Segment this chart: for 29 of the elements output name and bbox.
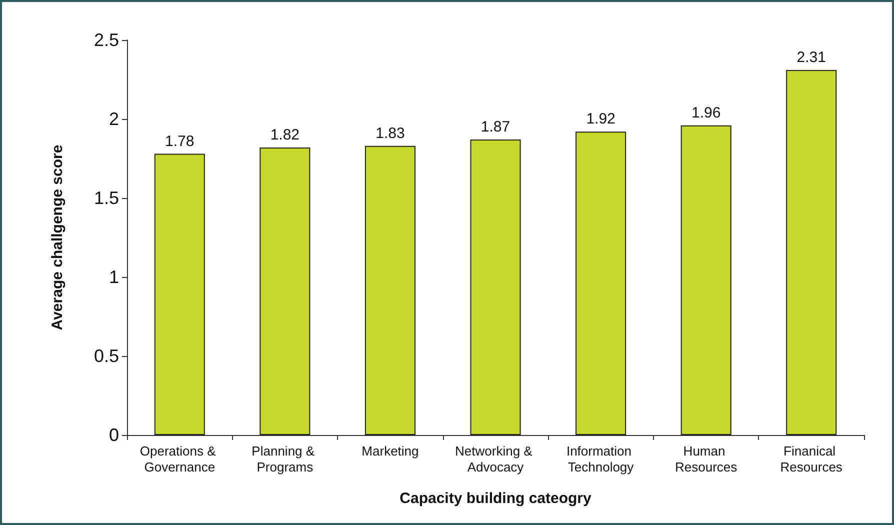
y-tick-label: 2 <box>108 109 119 129</box>
x-tick-label: Information Technology <box>566 444 636 474</box>
bar <box>364 146 416 435</box>
y-tick-label: 1 <box>108 267 119 287</box>
x-tick-label: Networking & Advocacy <box>455 444 536 474</box>
data-label: 2.31 <box>796 49 826 66</box>
y-tick-label: 0.5 <box>94 346 119 366</box>
data-label: 1.96 <box>691 104 721 122</box>
y-tick-label: 0 <box>108 425 119 445</box>
bar <box>154 154 205 435</box>
bar <box>786 70 837 435</box>
data-label: 1.78 <box>165 132 194 150</box>
data-label: 1.92 <box>586 110 616 128</box>
x-tick-label: Planning & Programs <box>252 444 318 474</box>
data-label: 1.82 <box>270 126 300 144</box>
bar <box>260 147 310 435</box>
bar <box>470 140 521 435</box>
data-label: 1.87 <box>480 118 510 136</box>
x-axis-title: Capacity building cateogry <box>400 490 592 507</box>
bar <box>680 125 732 435</box>
bar <box>576 132 626 435</box>
y-axis-title: Average challgenge score <box>49 144 66 330</box>
x-tick-label: Operations & Governance <box>140 444 220 474</box>
x-tick-label: Finanical Resources <box>780 444 843 474</box>
y-tick-label: 2.5 <box>94 30 119 50</box>
y-tick-label: 1.5 <box>94 188 119 208</box>
x-tick-label: Human Resources <box>675 444 738 474</box>
x-tick-label: Marketing <box>362 444 419 458</box>
data-label: 1.83 <box>376 124 405 142</box>
